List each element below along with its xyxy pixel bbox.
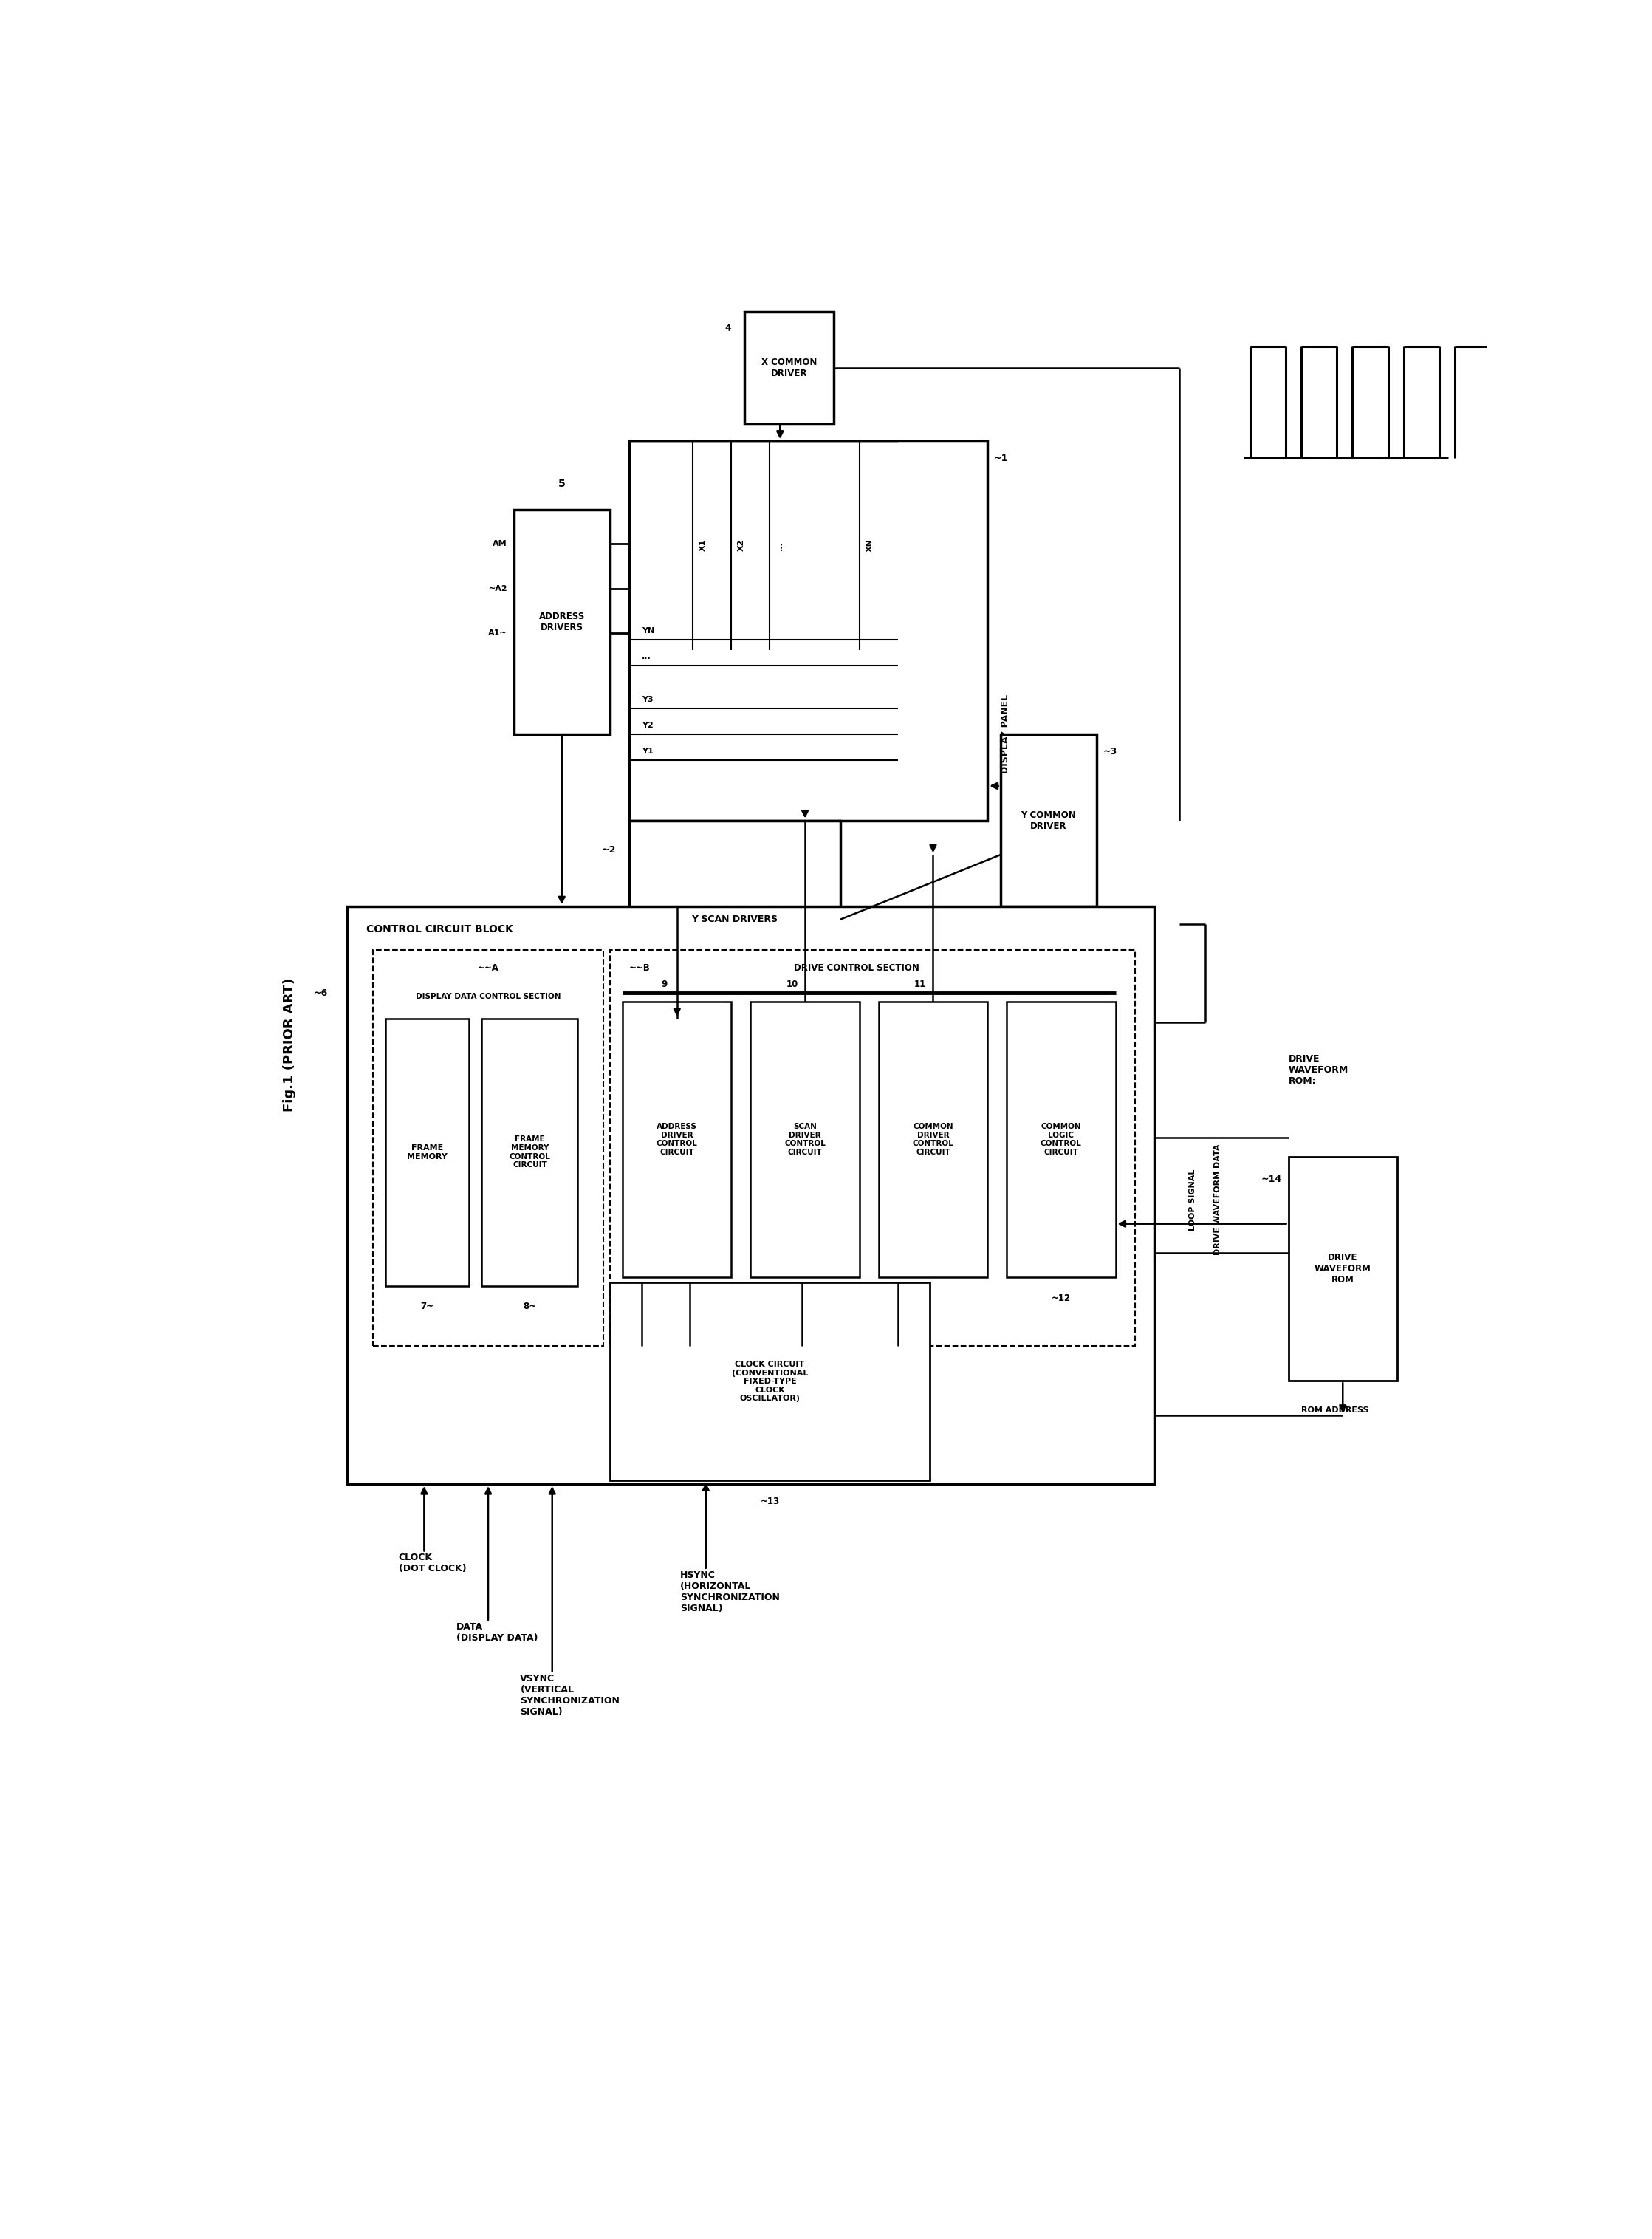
Bar <box>610 1283 930 1480</box>
Text: ~~B: ~~B <box>629 963 651 974</box>
Bar <box>482 1019 578 1285</box>
Text: DRIVE
WAVEFORM
ROM: DRIVE WAVEFORM ROM <box>1315 1254 1371 1285</box>
Text: 8~: 8~ <box>524 1301 537 1312</box>
Bar <box>629 819 841 1019</box>
Text: 10: 10 <box>786 978 798 990</box>
Text: ...: ... <box>641 654 651 661</box>
Text: X1: X1 <box>699 540 707 551</box>
Text: YN: YN <box>641 627 654 634</box>
Bar <box>1001 734 1097 907</box>
Bar <box>387 1019 469 1285</box>
Text: ~3: ~3 <box>1104 746 1117 757</box>
Text: ~2: ~2 <box>601 846 616 855</box>
Text: XN: XN <box>866 540 874 553</box>
Text: A1~: A1~ <box>489 629 507 638</box>
Text: ~A2: ~A2 <box>489 584 507 591</box>
Text: CLOCK CIRCUIT
(CONVENTIONAL
FIXED-TYPE
CLOCK
OSCILLATOR): CLOCK CIRCUIT (CONVENTIONAL FIXED-TYPE C… <box>732 1361 808 1402</box>
Text: DISPLAY DATA CONTROL SECTION: DISPLAY DATA CONTROL SECTION <box>416 992 560 1001</box>
Text: VSYNC
(VERTICAL
SYNCHRONIZATION
SIGNAL): VSYNC (VERTICAL SYNCHRONIZATION SIGNAL) <box>520 1675 620 1717</box>
Text: ~1: ~1 <box>995 455 1008 463</box>
Text: ...: ... <box>776 540 783 551</box>
Text: Fig.1 (PRIOR ART): Fig.1 (PRIOR ART) <box>282 978 296 1111</box>
Text: Y2: Y2 <box>641 721 654 730</box>
Bar <box>373 949 603 1346</box>
Text: ADDRESS
DRIVERS: ADDRESS DRIVERS <box>539 611 585 631</box>
Text: DRIVE WAVEFORM DATA: DRIVE WAVEFORM DATA <box>1214 1144 1221 1256</box>
Bar <box>623 1001 732 1276</box>
Text: Y3: Y3 <box>641 696 653 703</box>
Bar <box>629 441 988 819</box>
Bar <box>347 907 1153 1484</box>
Text: ADDRESS
DRIVER
CONTROL
CIRCUIT: ADDRESS DRIVER CONTROL CIRCUIT <box>656 1122 697 1155</box>
Text: X2: X2 <box>738 540 745 551</box>
Text: DISPLAY PANEL: DISPLAY PANEL <box>1001 694 1009 775</box>
Text: ~6: ~6 <box>314 987 329 999</box>
Text: X COMMON
DRIVER: X COMMON DRIVER <box>762 358 816 378</box>
Bar <box>750 1001 859 1276</box>
Text: LOOP SIGNAL: LOOP SIGNAL <box>1189 1169 1196 1231</box>
Bar <box>514 510 610 734</box>
Text: 11: 11 <box>914 978 927 990</box>
Text: COMMON
LOGIC
CONTROL
CIRCUIT: COMMON LOGIC CONTROL CIRCUIT <box>1041 1122 1082 1155</box>
Text: 7~: 7~ <box>421 1301 434 1312</box>
Text: DRIVE
WAVEFORM
ROM:: DRIVE WAVEFORM ROM: <box>1289 1055 1348 1086</box>
Text: ~~A: ~~A <box>477 963 499 974</box>
Bar <box>1289 1158 1398 1381</box>
Text: COMMON
DRIVER
CONTROL
CIRCUIT: COMMON DRIVER CONTROL CIRCUIT <box>912 1122 953 1155</box>
Text: DRIVE CONTROL SECTION: DRIVE CONTROL SECTION <box>793 963 919 974</box>
Bar <box>879 1001 988 1276</box>
Text: Y SCAN DRIVERS: Y SCAN DRIVERS <box>692 916 778 925</box>
Text: AM: AM <box>492 540 507 546</box>
Text: SCAN
DRIVER
CONTROL
CIRCUIT: SCAN DRIVER CONTROL CIRCUIT <box>785 1122 826 1155</box>
Text: 5: 5 <box>558 479 565 490</box>
Text: CONTROL CIRCUIT BLOCK: CONTROL CIRCUIT BLOCK <box>367 925 514 934</box>
Text: Y1: Y1 <box>641 748 654 755</box>
Text: ~12: ~12 <box>1051 1294 1070 1303</box>
Bar <box>743 311 834 423</box>
Text: Y COMMON
DRIVER: Y COMMON DRIVER <box>1021 811 1075 831</box>
Text: FRAME
MEMORY: FRAME MEMORY <box>406 1144 448 1160</box>
Text: ~13: ~13 <box>760 1496 780 1507</box>
Text: FRAME
MEMORY
CONTROL
CIRCUIT: FRAME MEMORY CONTROL CIRCUIT <box>509 1135 550 1169</box>
Text: 4: 4 <box>725 325 732 334</box>
Bar <box>1006 1001 1115 1276</box>
Text: HSYNC
(HORIZONTAL
SYNCHRONIZATION
SIGNAL): HSYNC (HORIZONTAL SYNCHRONIZATION SIGNAL… <box>681 1570 780 1612</box>
Text: 9: 9 <box>661 978 667 990</box>
Text: ROM ADDRESS: ROM ADDRESS <box>1302 1406 1370 1413</box>
Text: DATA
(DISPLAY DATA): DATA (DISPLAY DATA) <box>456 1621 539 1643</box>
Bar <box>610 949 1135 1346</box>
Text: ~14: ~14 <box>1260 1173 1282 1184</box>
Text: CLOCK
(DOT CLOCK): CLOCK (DOT CLOCK) <box>398 1554 466 1574</box>
